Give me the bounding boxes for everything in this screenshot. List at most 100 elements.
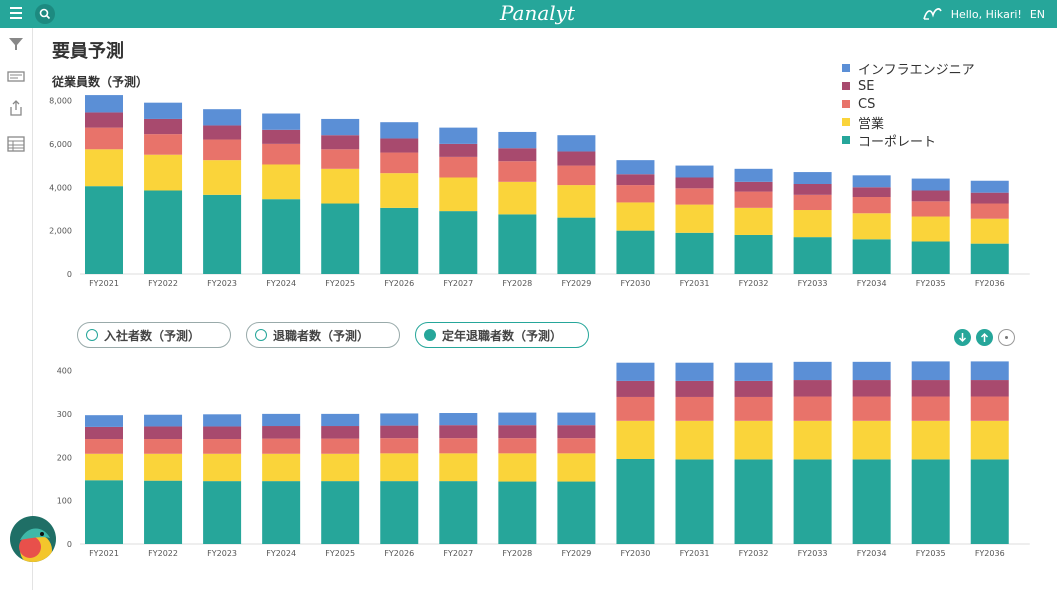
bar-segment [144, 154, 183, 191]
y-tick-label: 2,000 [49, 227, 72, 236]
bar-segment [970, 203, 1009, 219]
bar-segment [321, 118, 360, 136]
y-tick-label: 400 [57, 367, 72, 376]
bar-segment [85, 480, 123, 544]
bar-segment [852, 213, 891, 240]
bar-segment [262, 113, 301, 130]
bar-segment [144, 439, 183, 454]
hires-forecast-toggle[interactable]: 入社者数（予測） [77, 322, 231, 348]
bar-segment [498, 214, 537, 274]
bar-segment [793, 172, 832, 184]
bar-segment [557, 185, 596, 218]
attrition-forecast-toggle[interactable]: 退職者数（予測） [246, 322, 400, 348]
bar-segment [793, 380, 832, 397]
legend-item-cs[interactable]: CS [842, 95, 975, 113]
legend-item-se[interactable]: SE [842, 77, 975, 95]
search-icon[interactable] [35, 4, 55, 24]
x-tick-label: FY2036 [975, 279, 1005, 288]
bar-segment [85, 439, 123, 454]
bar-segment [911, 241, 950, 274]
x-tick-label: FY2025 [325, 279, 355, 288]
bar-segment [262, 481, 301, 544]
y-tick-label: 8,000 [49, 97, 72, 106]
retirement-forecast-toggle[interactable]: 定年退職者数（予測） [415, 322, 589, 348]
x-tick-label: FY2030 [621, 279, 651, 288]
bar-segment [85, 149, 123, 187]
bar-segment [203, 194, 242, 274]
bar-segment [439, 438, 478, 454]
bar-segment [144, 453, 183, 481]
bar-segment [85, 186, 123, 274]
bar-segment [675, 204, 714, 233]
bar-segment [911, 396, 950, 421]
bar-segment [321, 135, 360, 150]
filter-icon[interactable] [6, 34, 26, 54]
y-tick-label: 6,000 [49, 140, 72, 149]
bar-segment [911, 420, 950, 460]
x-tick-label: FY2028 [502, 549, 532, 558]
bar-segment [734, 380, 773, 397]
bar-segment [911, 216, 950, 242]
share-icon[interactable] [6, 98, 26, 118]
table-icon[interactable] [6, 134, 26, 154]
bar-segment [911, 380, 950, 397]
bar-segment [970, 459, 1009, 544]
bar-segment [616, 230, 655, 274]
x-tick-label: FY2024 [266, 549, 296, 558]
y-tick-label: 300 [57, 410, 72, 419]
app-logo[interactable]: Panalyt [500, 1, 576, 25]
user-avatar-icon[interactable] [921, 5, 943, 23]
assistant-bird-icon[interactable] [10, 516, 56, 562]
download-icon[interactable] [954, 329, 971, 346]
hamburger-menu-icon[interactable] [6, 4, 26, 24]
bar-segment [911, 459, 950, 544]
bar-segment [262, 413, 301, 427]
bar-segment [734, 234, 773, 274]
x-tick-label: FY2035 [916, 549, 946, 558]
x-tick-label: FY2026 [384, 279, 414, 288]
reset-icon[interactable] [998, 329, 1015, 346]
x-tick-label: FY2034 [857, 279, 887, 288]
bar-segment [321, 168, 360, 204]
radio-icon [255, 329, 267, 341]
bar-segment [793, 237, 832, 274]
legend-item-infra[interactable]: インフラエンジニア [842, 59, 975, 78]
x-tick-label: FY2022 [148, 549, 178, 558]
bar-segment [498, 148, 537, 162]
bar-segment [321, 426, 360, 439]
x-tick-label: FY2028 [502, 279, 532, 288]
bar-segment [85, 415, 123, 427]
language-switch[interactable]: EN [1029, 7, 1045, 21]
bar-segment [439, 481, 478, 544]
legend-item-corporate[interactable]: コーポレート [842, 131, 975, 150]
bar-segment [380, 453, 419, 482]
x-tick-label: FY2025 [325, 549, 355, 558]
bar-segment [675, 362, 714, 381]
bar-segment [203, 481, 242, 544]
bar-segment [793, 184, 832, 195]
bar-segment [970, 180, 1009, 193]
bar-segment [321, 413, 360, 427]
bar-segment [734, 168, 773, 182]
bar-segment [439, 156, 478, 178]
bar-segment [970, 218, 1009, 244]
bar-segment [203, 414, 242, 427]
bar-segment [557, 165, 596, 186]
bar-segment [557, 217, 596, 274]
bar-segment [498, 438, 537, 454]
bar-segment [675, 177, 714, 189]
card-icon[interactable] [6, 66, 26, 86]
upload-icon[interactable] [976, 329, 993, 346]
legend-item-sales[interactable]: 営業 [842, 113, 975, 132]
bar-segment [203, 426, 242, 440]
bar-segment [557, 425, 596, 439]
bar-segment [852, 175, 891, 188]
bar-segment [852, 380, 891, 397]
bar-segment [911, 201, 950, 217]
bar-segment [203, 109, 242, 126]
user-greeting[interactable]: Hello, Hikari! [950, 7, 1022, 21]
x-tick-label: FY2024 [266, 279, 296, 288]
bar-segment [734, 396, 773, 421]
bar-segment [557, 151, 596, 166]
bar-segment [144, 426, 183, 440]
